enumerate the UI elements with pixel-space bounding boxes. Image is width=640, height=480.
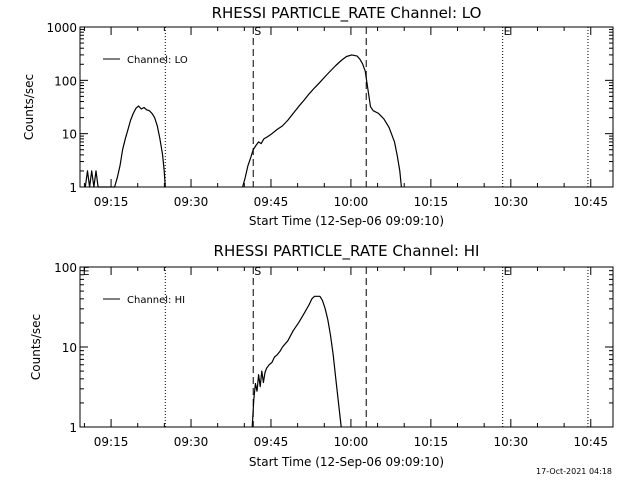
event-marker-label: E xyxy=(504,265,511,278)
y-tick-label: 10 xyxy=(62,341,77,355)
plot-frame xyxy=(79,26,614,188)
x-tick-label: 10:00 xyxy=(334,195,369,209)
x-tick-label: 09:30 xyxy=(174,195,209,209)
y-tick-label: 10 xyxy=(62,128,77,142)
x-tick-label: 09:45 xyxy=(254,195,289,209)
legend-label: Channel: HI xyxy=(127,295,185,306)
x-axis-label: Start Time (12-Sep-06 09:09:10) xyxy=(249,214,444,228)
chart-panel-1: RHESSI PARTICLE_RATE Channel: HI 09:15 09:… xyxy=(29,242,614,469)
event-marker-label: S xyxy=(254,265,261,278)
x-tick-label: 10:15 xyxy=(414,195,449,209)
x-tick-label: 09:15 xyxy=(94,195,129,209)
y-axis-label: Counts/sec xyxy=(29,314,43,380)
y-tick-label: 1 xyxy=(69,181,77,195)
legend-label: Channel: LO xyxy=(127,55,188,66)
y-tick-label: 100 xyxy=(54,74,77,88)
event-marker-label: S xyxy=(254,25,261,38)
event-marker-label: E xyxy=(504,25,511,38)
x-tick-label: 10:30 xyxy=(494,195,529,209)
plot-timestamp: 17-Oct-2021 04:18 xyxy=(536,467,612,476)
x-tick-label: 10:45 xyxy=(573,435,608,449)
x-tick-label: 09:45 xyxy=(254,435,289,449)
y-tick-label: 100 xyxy=(54,261,77,275)
series-line xyxy=(242,54,402,188)
y-tick-label: 1000 xyxy=(46,21,77,35)
y-axis-label: Counts/sec xyxy=(22,74,36,140)
x-axis-label: Start Time (12-Sep-06 09:09:10) xyxy=(249,455,444,469)
chart-title: RHESSI PARTICLE_RATE Channel: HI xyxy=(214,242,480,261)
series-line xyxy=(251,295,342,428)
x-tick-label: 09:15 xyxy=(94,435,129,449)
x-tick-label: 10:30 xyxy=(494,435,529,449)
chart-panel-0: RHESSI PARTICLE_RATE Channel: LO 09:15 09:… xyxy=(22,4,614,228)
x-tick-label: 10:45 xyxy=(573,195,608,209)
series-line xyxy=(84,105,166,188)
event-marker-label: E xyxy=(83,265,90,278)
chart-title: RHESSI PARTICLE_RATE Channel: LO xyxy=(212,4,482,23)
x-tick-label: 10:00 xyxy=(334,435,369,449)
y-tick-label: 1 xyxy=(69,421,77,435)
x-tick-label: 10:15 xyxy=(414,435,449,449)
x-tick-label: 09:30 xyxy=(174,435,209,449)
